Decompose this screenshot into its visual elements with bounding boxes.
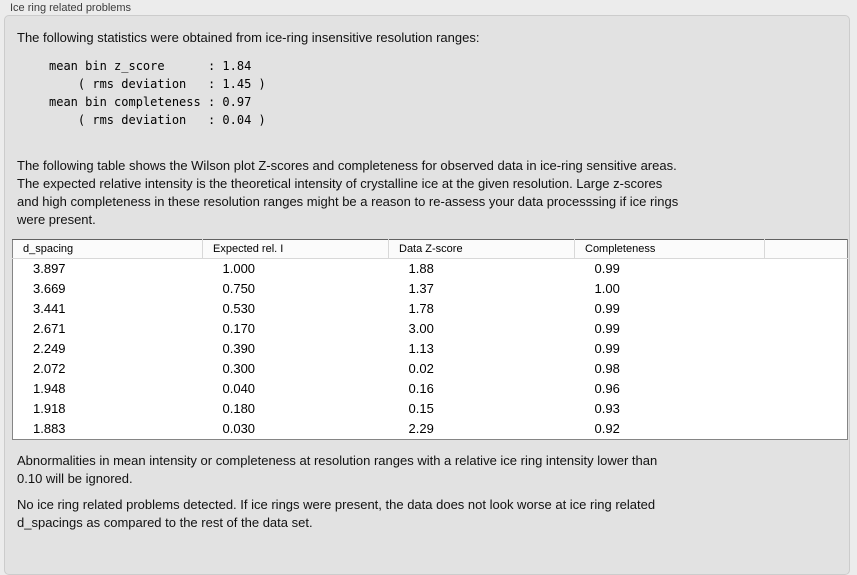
cell-empty <box>765 419 848 440</box>
cell-d-spacing: 1.918 <box>33 401 66 416</box>
cell-expected-rel-i: 0.040 <box>222 381 256 396</box>
cell-d-spacing: 3.669 <box>33 281 66 296</box>
cell-empty <box>765 279 848 299</box>
cell-data-z-score: 0.15 <box>408 401 434 416</box>
cell-completeness: 0.99 <box>594 341 620 356</box>
intro-text: The following statistics were obtained f… <box>17 30 480 45</box>
cell-empty <box>765 299 848 319</box>
cell-completeness: 0.99 <box>594 261 620 276</box>
cell-data-z-score: 1.78 <box>408 301 434 316</box>
stats-summary-block: mean bin z_score : 1.84 ( rms deviation … <box>49 59 266 127</box>
cell-expected-rel-i: 0.030 <box>222 421 256 436</box>
table-row[interactable]: 1.883 0.030 2.29 0.92 <box>13 419 848 440</box>
cell-d-spacing: 1.883 <box>33 421 66 436</box>
table-row[interactable]: 1.918 0.180 0.15 0.93 <box>13 399 848 419</box>
panel-title: Ice ring related problems <box>10 2 132 14</box>
table-row[interactable]: 3.897 1.000 1.88 0.99 <box>13 259 848 280</box>
cell-data-z-score: 3.00 <box>408 321 434 336</box>
ice-ring-table: d_spacing Expected rel. I Data Z-score C… <box>12 239 848 440</box>
panel-group-box: The following statistics were obtained f… <box>4 15 850 575</box>
cell-d-spacing: 3.441 <box>33 301 66 316</box>
column-header-d-spacing: d_spacing <box>12 239 203 259</box>
cell-expected-rel-i: 0.530 <box>222 301 256 316</box>
ignore-threshold-note: Abnormalities in mean intensity or compl… <box>17 453 658 486</box>
cell-data-z-score: 0.16 <box>408 381 434 396</box>
column-header-data-z-score: Data Z-score <box>388 239 575 259</box>
cell-completeness: 0.93 <box>594 401 620 416</box>
table-header-row: d_spacing Expected rel. I Data Z-score C… <box>12 239 848 259</box>
table-description-text: The following table shows the Wilson plo… <box>17 158 679 227</box>
column-header-expected-rel-i: Expected rel. I <box>202 239 389 259</box>
cell-data-z-score: 2.29 <box>408 421 434 436</box>
conclusion-text: No ice ring related problems detected. I… <box>17 497 656 530</box>
table-row[interactable]: 3.669 0.750 1.37 1.00 <box>13 279 848 299</box>
cell-expected-rel-i: 0.750 <box>222 281 256 296</box>
cell-expected-rel-i: 0.390 <box>222 341 256 356</box>
cell-empty <box>765 379 848 399</box>
cell-empty <box>765 359 848 379</box>
cell-completeness: 0.98 <box>594 361 620 376</box>
cell-d-spacing: 3.897 <box>33 261 66 276</box>
cell-d-spacing: 2.671 <box>33 321 66 336</box>
cell-data-z-score: 1.88 <box>408 261 434 276</box>
cell-completeness: 0.99 <box>594 321 620 336</box>
column-header-empty <box>764 239 848 259</box>
cell-data-z-score: 1.37 <box>408 281 434 296</box>
table-row[interactable]: 2.249 0.390 1.13 0.99 <box>13 339 848 359</box>
cell-d-spacing: 1.948 <box>33 381 66 396</box>
column-header-completeness: Completeness <box>574 239 765 259</box>
table-row[interactable]: 3.441 0.530 1.78 0.99 <box>13 299 848 319</box>
ice-ring-panel: { "panel": { "title": "Ice ring related … <box>4 2 850 575</box>
table-row[interactable]: 2.072 0.300 0.02 0.98 <box>13 359 848 379</box>
table-row[interactable]: 1.948 0.040 0.16 0.96 <box>13 379 848 399</box>
cell-d-spacing: 2.249 <box>33 341 66 356</box>
cell-completeness: 0.92 <box>594 421 620 436</box>
cell-expected-rel-i: 0.300 <box>222 361 256 376</box>
cell-completeness: 1.00 <box>594 281 620 296</box>
cell-completeness: 0.99 <box>594 301 620 316</box>
cell-expected-rel-i: 0.180 <box>222 401 256 416</box>
cell-empty <box>765 399 848 419</box>
cell-empty <box>765 259 848 280</box>
cell-empty <box>765 339 848 359</box>
table-row[interactable]: 2.671 0.170 3.00 0.99 <box>13 319 848 339</box>
cell-d-spacing: 2.072 <box>33 361 66 376</box>
cell-empty <box>765 319 848 339</box>
ice-ring-table-container: d_spacing Expected rel. I Data Z-score C… <box>12 239 849 440</box>
cell-data-z-score: 0.02 <box>408 361 434 376</box>
cell-data-z-score: 1.13 <box>408 341 434 356</box>
cell-completeness: 0.96 <box>594 381 620 396</box>
cell-expected-rel-i: 1.000 <box>222 261 256 276</box>
cell-expected-rel-i: 0.170 <box>222 321 256 336</box>
